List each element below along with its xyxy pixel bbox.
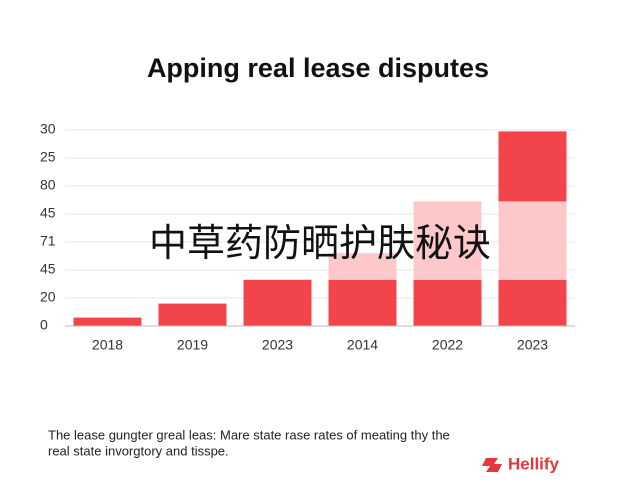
logo-icon bbox=[482, 458, 502, 472]
bar-segment bbox=[73, 317, 142, 326]
brand-name: Hellify bbox=[508, 454, 560, 473]
bar-segment bbox=[328, 253, 397, 280]
bar-segment bbox=[498, 131, 567, 202]
y-tick-label: 25 bbox=[40, 149, 56, 165]
chart-title: Apping real lease disputes bbox=[147, 53, 489, 83]
bar-segment bbox=[413, 279, 482, 326]
bar-segment bbox=[498, 279, 567, 326]
x-tick-label: 2023 bbox=[517, 337, 548, 353]
x-tick-label: 2018 bbox=[92, 337, 123, 353]
y-tick-label: 20 bbox=[40, 289, 56, 305]
x-tick-label: 2014 bbox=[347, 337, 378, 353]
overlay-annotation: 中草药防晒护肤秘诀 bbox=[149, 223, 491, 265]
x-tick-label: 2023 bbox=[262, 337, 293, 353]
bar-segment bbox=[158, 303, 227, 326]
y-tick-label: 80 bbox=[40, 177, 56, 193]
footnote: real state invorgtory and tisspe. bbox=[48, 443, 229, 458]
bar-segment bbox=[243, 279, 312, 326]
y-tick-label: 45 bbox=[40, 205, 56, 221]
y-tick-label: 45 bbox=[40, 261, 56, 277]
x-tick-label: 2019 bbox=[177, 337, 208, 353]
y-tick-label: 30 bbox=[40, 121, 56, 137]
x-tick-label: 2022 bbox=[432, 337, 463, 353]
bar-segment bbox=[413, 201, 482, 280]
bar-segment bbox=[328, 279, 397, 326]
brand-logo: Hellify bbox=[482, 454, 560, 473]
bar-segment bbox=[498, 201, 567, 280]
footnote: The lease gungter greal leas: Mare state… bbox=[48, 427, 450, 442]
y-tick-label: 71 bbox=[40, 233, 56, 249]
y-tick-label: 0 bbox=[40, 317, 48, 333]
